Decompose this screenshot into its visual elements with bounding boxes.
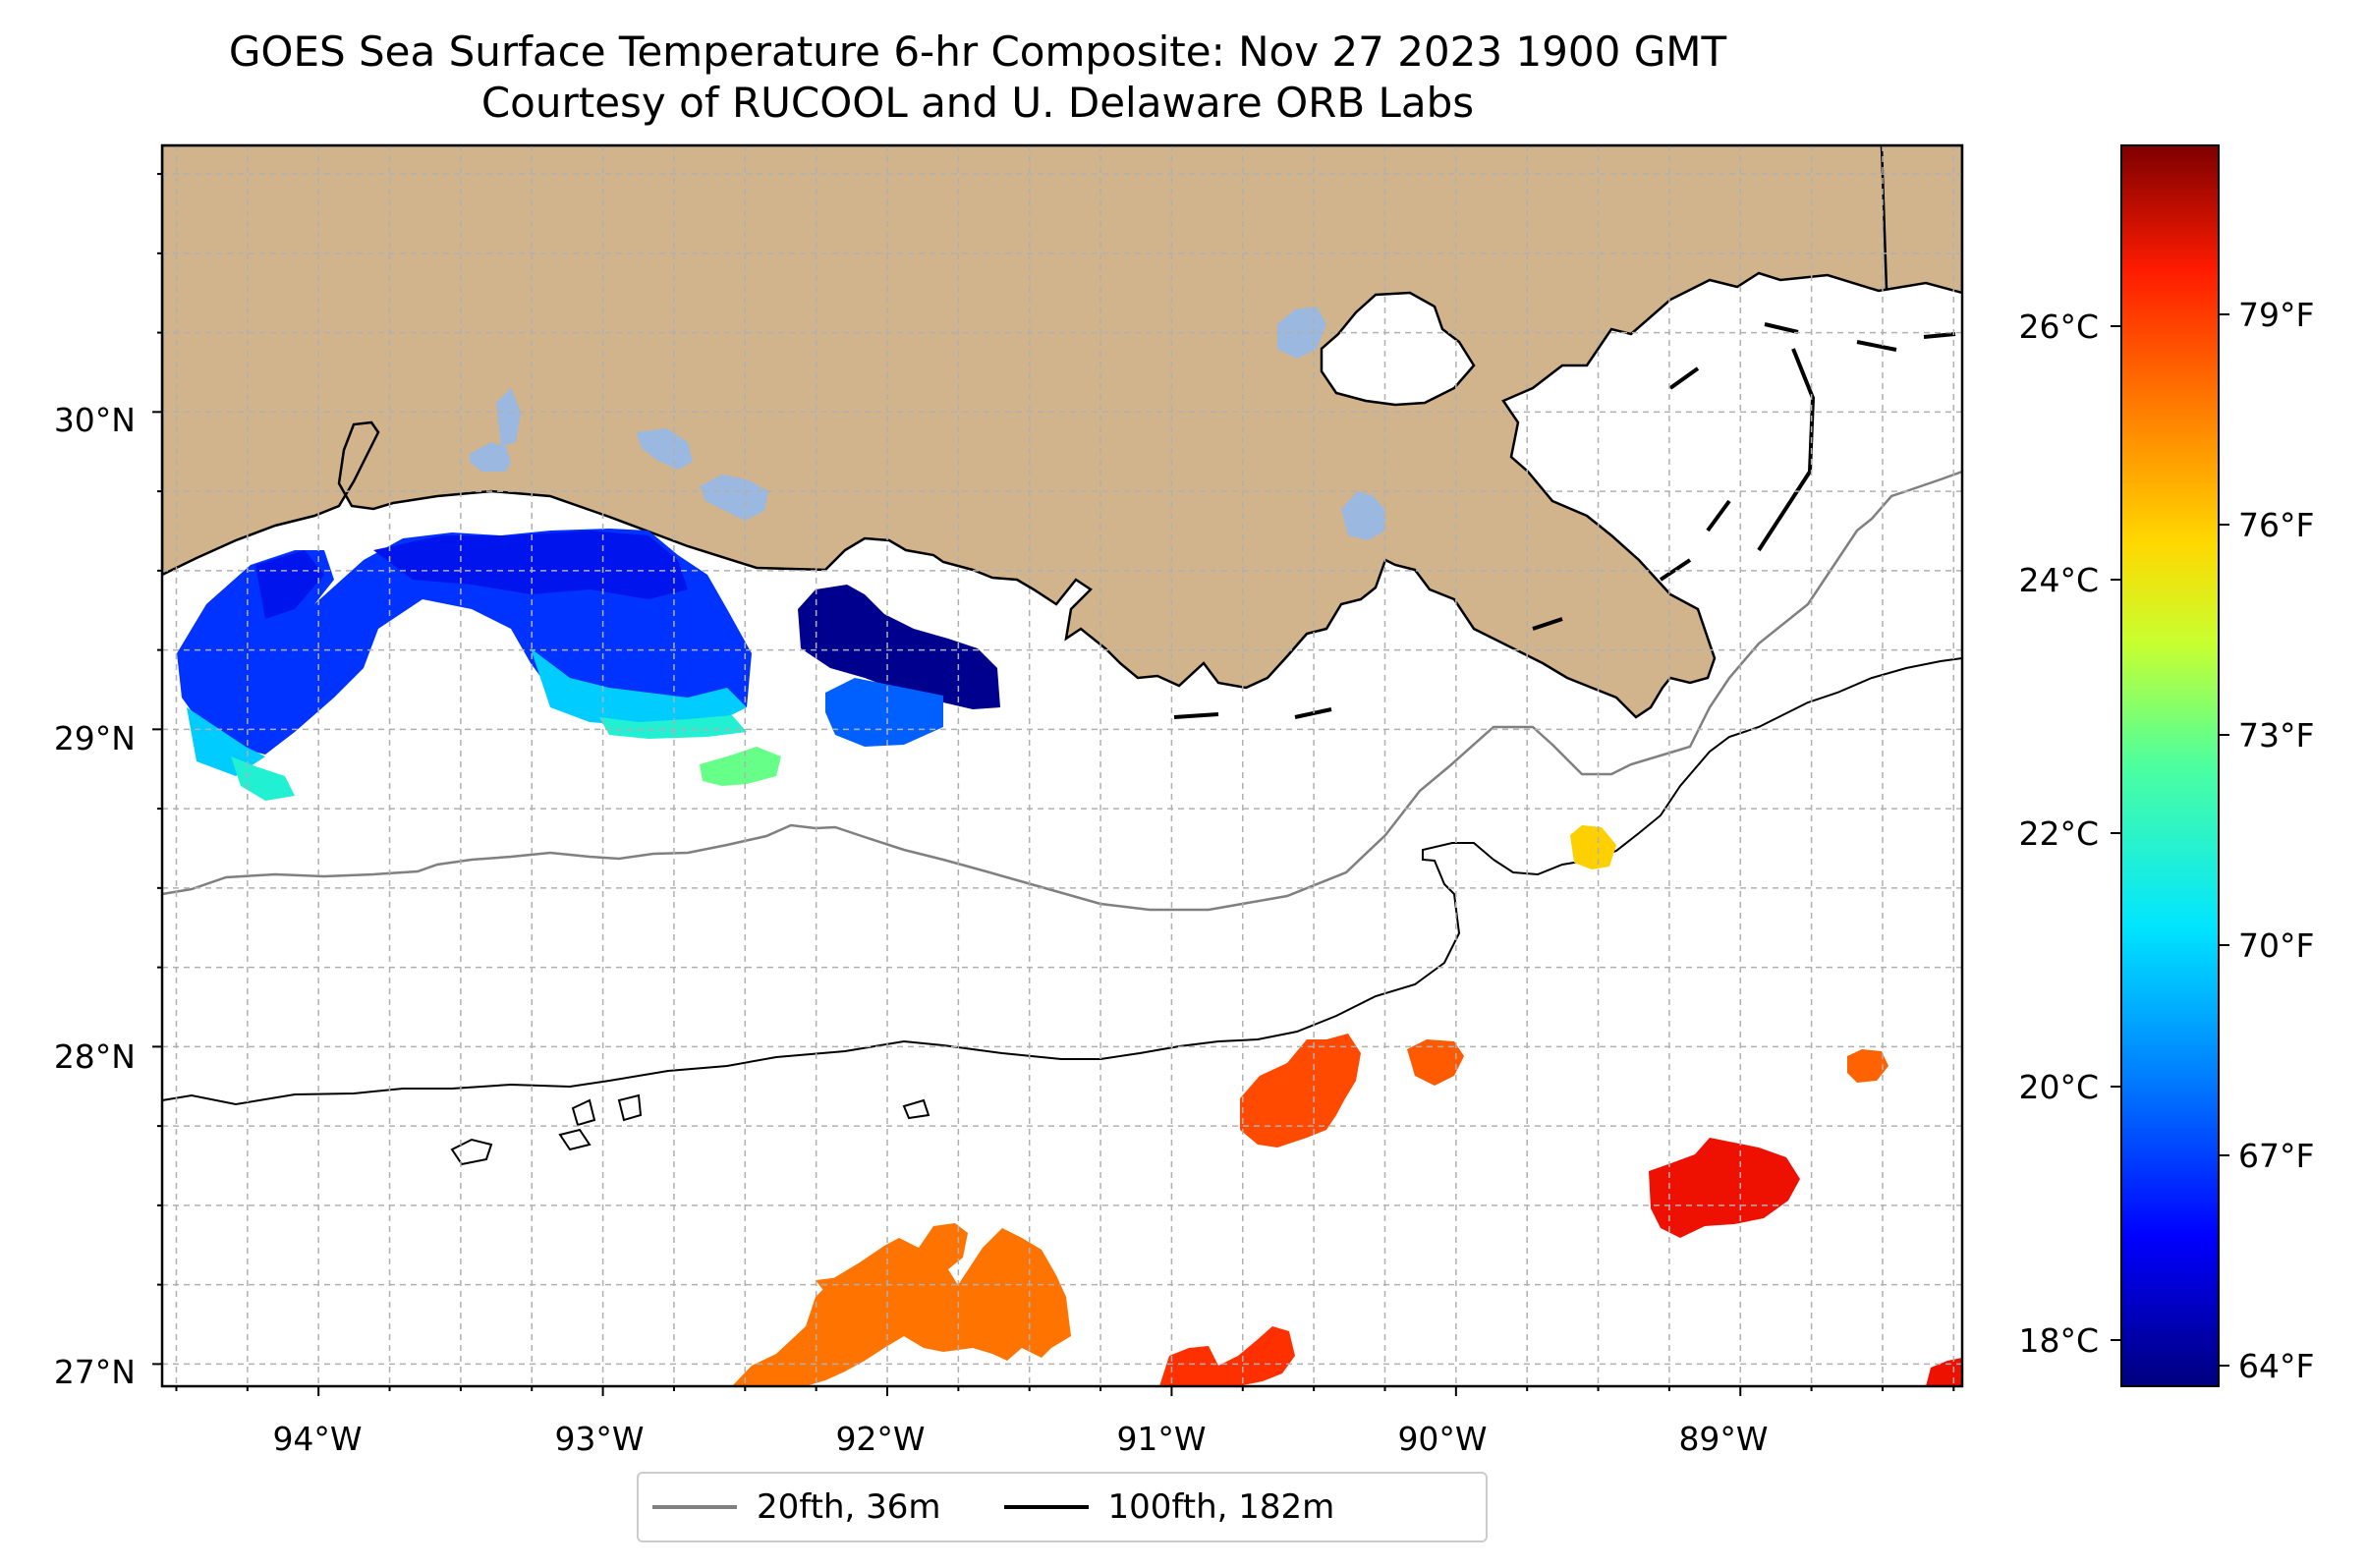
legend-item-100fth: 100fth, 182m [1003, 1487, 1335, 1527]
temperature-colorbar [2120, 144, 2220, 1387]
sst-patch-orange-1 [1240, 1034, 1361, 1148]
fahrenheit-tick-label: 64°F [2238, 1347, 2314, 1385]
sst-patch-west-teal [231, 715, 747, 801]
lake-white [700, 475, 768, 521]
lat-tick-label: 29°N [54, 719, 136, 757]
lake-pontchartrain [1320, 291, 1476, 407]
land-coastline [162, 145, 1962, 719]
lake-salvador [1341, 491, 1385, 540]
lon-tick-label: 93°W [554, 1420, 644, 1458]
fahrenheit-tick-label: 79°F [2238, 296, 2314, 334]
sst-patch-green [700, 747, 781, 786]
sst-patch-southred-1 [1159, 1326, 1295, 1386]
fahrenheit-tick-label: 70°F [2238, 926, 2314, 965]
lat-tick-label: 30°N [54, 401, 136, 439]
lon-tick-label: 89°W [1678, 1420, 1768, 1458]
celsius-tick-label: 20°C [2018, 1068, 2099, 1106]
sst-patch-red [1649, 1138, 1800, 1238]
colorbar-ticks [2111, 313, 2229, 1367]
celsius-tick-label: 24°C [2018, 561, 2099, 599]
legend-line-gray [652, 1505, 737, 1509]
lon-tick-label: 92°W [835, 1420, 925, 1458]
legend-label-100fth: 100fth, 182m [1107, 1487, 1335, 1527]
chart-title: GOES Sea Surface Temperature 6-hr Compos… [228, 28, 1727, 76]
sst-patch-orange-3 [1847, 1049, 1888, 1083]
legend-line-black [1003, 1505, 1089, 1509]
legend-item-20fth: 20fth, 36m [652, 1487, 941, 1527]
sst-patches [177, 529, 1962, 1386]
sst-patch-central [798, 585, 1000, 709]
isobath-100fth-islands [450, 1093, 930, 1166]
sst-patch-orange-2 [1407, 1039, 1464, 1086]
chart-subtitle: Courtesy of RUCOOL and U. Delaware ORB L… [480, 79, 1475, 127]
fahrenheit-tick-label: 76°F [2238, 506, 2314, 544]
isobath-20fth [162, 470, 1962, 912]
legend-label-20fth: 20fth, 36m [757, 1487, 941, 1527]
celsius-tick-label: 26°C [2018, 308, 2099, 346]
sst-patch-orange-small [816, 1269, 855, 1293]
isobath-100fth [162, 657, 1962, 1106]
sst-patch-west-blue [255, 531, 688, 619]
sst-patch-yellow [1570, 825, 1616, 869]
fahrenheit-tick-label: 67°F [2238, 1137, 2314, 1175]
lat-tick-label: 28°N [54, 1037, 136, 1076]
lake-grand [637, 428, 693, 470]
colorbar-celsius-labels: 26°C 24°C 22°C 20°C 18°C [2018, 308, 2099, 1360]
lon-tick-label: 94°W [272, 1420, 362, 1458]
colorbar-fahrenheit-labels: 79°F 76°F 73°F 70°F 67°F 64°F [2238, 296, 2314, 1385]
lon-tick-label: 90°W [1397, 1420, 1487, 1458]
celsius-tick-label: 22°C [2018, 814, 2099, 853]
axis-ticks [152, 173, 1955, 1396]
celsius-tick-label: 18°C [2018, 1321, 2099, 1360]
legend: 20fth, 36m 100fth, 182m [637, 1472, 1488, 1542]
x-axis-labels: 94°W 93°W 92°W 91°W 90°W 89°W [272, 1420, 1768, 1458]
lon-tick-label: 91°W [1116, 1420, 1206, 1458]
lat-tick-label: 27°N [54, 1353, 136, 1391]
lake-calcasieu [470, 388, 521, 472]
map-frame [160, 143, 1964, 1388]
gridlines [162, 145, 1962, 1386]
fahrenheit-tick-label: 73°F [2238, 716, 2314, 755]
y-axis-labels: 30°N 29°N 28°N 27°N [54, 401, 136, 1391]
